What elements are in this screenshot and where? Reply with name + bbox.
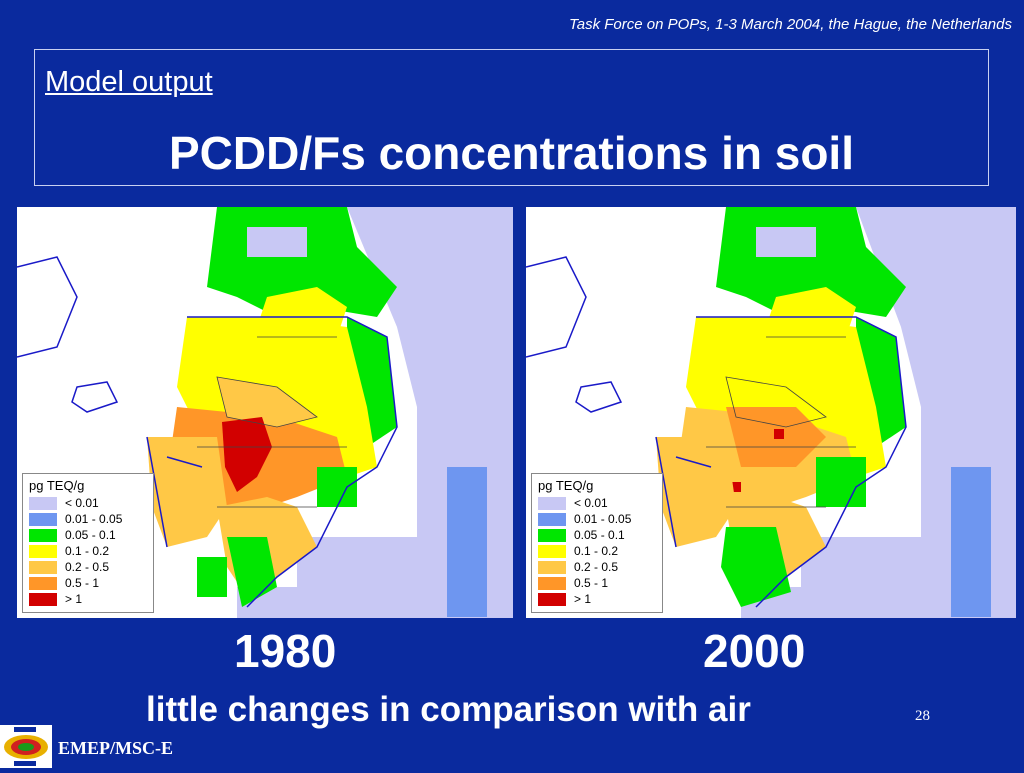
slide-title: PCDD/Fs concentrations in soil (169, 127, 854, 179)
legend-swatch (538, 528, 566, 542)
legend-label: 0.01 - 0.05 (65, 512, 123, 526)
page-number: 28 (915, 708, 930, 724)
legend-label: 0.1 - 0.2 (65, 544, 110, 558)
legend-label: > 1 (574, 592, 592, 606)
legend-label: 0.05 - 0.1 (574, 528, 625, 542)
map-1980: pg TEQ/g < 0.01 0.01 - 0.05 0.05 - 0.1 0… (17, 207, 513, 618)
legend-item: < 0.01 (538, 495, 656, 511)
slide-subtitle: Model output (45, 66, 213, 98)
legend-item: < 0.01 (29, 495, 147, 511)
legend-swatch (29, 496, 57, 510)
legend-label: 0.2 - 0.5 (574, 560, 619, 574)
legend-swatch (29, 592, 57, 606)
map-2000: pg TEQ/g < 0.01 0.01 - 0.05 0.05 - 0.1 0… (526, 207, 1016, 618)
year-label-2000: 2000 (703, 625, 806, 677)
title-box: Model output PCDD/Fs concentrations in s… (34, 49, 989, 186)
legend-swatch (538, 560, 566, 574)
legend-label: 0.2 - 0.5 (65, 560, 110, 574)
legend-item: 0.5 - 1 (538, 575, 656, 591)
legend-swatch (29, 576, 57, 590)
legend-swatch (538, 592, 566, 606)
legend-item: 0.1 - 0.2 (538, 543, 656, 559)
legend-item: > 1 (538, 591, 656, 607)
legend-label: > 1 (65, 592, 83, 606)
legend-item: > 1 (29, 591, 147, 607)
legend-label: 0.5 - 1 (65, 576, 100, 590)
legend-item: 0.05 - 0.1 (29, 527, 147, 543)
legend-item: 0.2 - 0.5 (538, 559, 656, 575)
legend-swatch (538, 576, 566, 590)
map-legend: pg TEQ/g < 0.01 0.01 - 0.05 0.05 - 0.1 0… (22, 473, 154, 613)
year-label-1980: 1980 (234, 625, 337, 677)
legend-label: 0.01 - 0.05 (574, 512, 632, 526)
legend-item: 0.01 - 0.05 (29, 511, 147, 527)
slide-caption: little changes in comparison with air (146, 690, 751, 729)
legend-label: 0.1 - 0.2 (574, 544, 619, 558)
legend-swatch (29, 560, 57, 574)
map-2000-graphic (526, 207, 1016, 618)
legend-item: 0.01 - 0.05 (538, 511, 656, 527)
org-name: EMEP/MSC-E (58, 738, 173, 758)
map-legend: pg TEQ/g < 0.01 0.01 - 0.05 0.05 - 0.1 0… (531, 473, 663, 613)
legend-item: 0.05 - 0.1 (538, 527, 656, 543)
legend-swatch (538, 544, 566, 558)
header-note: Task Force on POPs, 1-3 March 2004, the … (568, 16, 1012, 33)
legend-title: pg TEQ/g (538, 478, 594, 493)
map-1980-graphic (17, 207, 513, 618)
legend-title: pg TEQ/g (29, 478, 85, 493)
emep-logo-icon (0, 725, 52, 768)
legend-item: 0.5 - 1 (29, 575, 147, 591)
legend-item: 0.1 - 0.2 (29, 543, 147, 559)
legend-label: 0.5 - 1 (574, 576, 609, 590)
legend-label: < 0.01 (65, 496, 99, 510)
legend-swatch (538, 496, 566, 510)
legend-swatch (29, 544, 57, 558)
legend-swatch (29, 512, 57, 526)
legend-swatch (538, 512, 566, 526)
legend-item: 0.2 - 0.5 (29, 559, 147, 575)
legend-swatch (29, 528, 57, 542)
legend-label: < 0.01 (574, 496, 608, 510)
legend-label: 0.05 - 0.1 (65, 528, 116, 542)
